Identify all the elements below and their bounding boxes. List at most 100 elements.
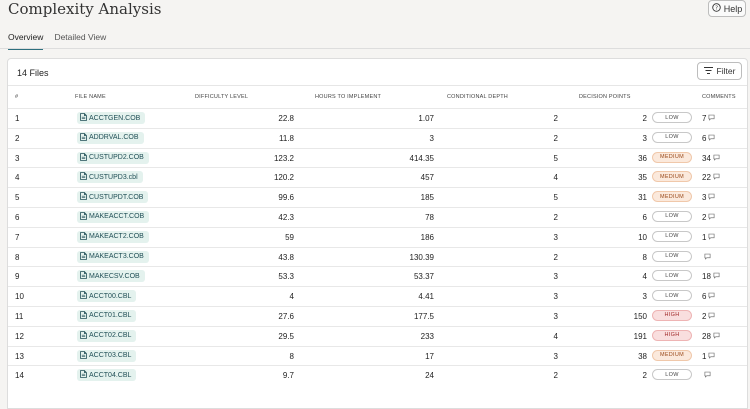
file-link[interactable]: ACCTGEN.COB: [77, 112, 146, 124]
difficulty-value: 43.8: [278, 252, 294, 262]
file-name: ACCT00.CBL: [89, 292, 132, 300]
file-icon: [80, 271, 87, 281]
hours-value: 4.41: [418, 292, 434, 302]
row-index: 1: [15, 114, 20, 123]
row-index: 7: [15, 232, 20, 242]
filter-button[interactable]: Filter: [697, 62, 742, 80]
depth-value: 3: [553, 272, 558, 282]
comments-cell[interactable]: 3: [702, 193, 715, 202]
hours-value: 3: [429, 133, 434, 143]
table-row[interactable]: 9 MAKECSV.COB 53.3 53.37 3 4 LOW 18: [8, 266, 747, 286]
hours-value: 177.5: [413, 311, 434, 321]
comments-cell[interactable]: [702, 371, 711, 380]
comment-bubble-icon: [708, 292, 715, 301]
row-index: 4: [15, 173, 20, 183]
file-link[interactable]: ADDRVAL.COB: [77, 131, 144, 144]
file-name: CUSTUPD3.cbl: [89, 173, 138, 181]
table-row[interactable]: 2 ADDRVAL.COB 11.8 3 2 3 LOW 6: [8, 127, 747, 148]
hours-value: 53.37: [413, 272, 434, 282]
comments-cell[interactable]: 22: [702, 173, 720, 182]
comment-bubble-icon: [713, 272, 720, 281]
comment-bubble-icon: [704, 253, 711, 262]
comments-cell[interactable]: 1: [702, 233, 715, 242]
col-index: #: [15, 94, 19, 100]
filter-lines-icon: [703, 66, 713, 76]
table-row[interactable]: 1 ACCTGEN.COB 22.8 1.07 2 2 LOW 7: [8, 108, 747, 128]
file-link[interactable]: MAKECSV.COB: [77, 270, 145, 283]
table-row[interactable]: 13 ACCT03.CBL 8 17 3 38 MEDIUM 1: [8, 345, 747, 366]
depth-value: 2: [553, 133, 558, 143]
comments-cell[interactable]: 2: [702, 213, 715, 222]
difficulty-value: 11.8: [279, 133, 294, 143]
file-link[interactable]: CUSTUPD3.cbl: [77, 171, 143, 184]
hours-value: 457: [420, 173, 434, 183]
row-index: 10: [15, 292, 24, 302]
file-icon: [80, 311, 87, 321]
comment-count: 1: [702, 232, 707, 242]
table-row[interactable]: 12 ACCT02.CBL 29.5 233 4 191 HIGH 28: [8, 325, 747, 346]
table-row[interactable]: 7 MAKEACT2.COB 59 186 3 10 LOW 1: [8, 226, 747, 247]
table-row[interactable]: 4 CUSTUPD3.cbl 120.2 457 4 35 MEDIUM 22: [8, 167, 747, 187]
comment-count: 6: [702, 133, 707, 143]
tab-divider: [0, 48, 750, 49]
file-link[interactable]: CUSTUPDT.COB: [77, 191, 149, 204]
comments-cell[interactable]: 18: [702, 272, 720, 281]
table-row[interactable]: 6 MAKEACCT.COB 42.3 78 2 6 LOW 2: [8, 206, 747, 227]
depth-value: 2: [553, 114, 558, 123]
difficulty-value: 99.6: [278, 193, 294, 203]
page-title: Complexity Analysis: [8, 0, 162, 18]
table-row[interactable]: 14 ACCT04.CBL 9.7 24 2 2 LOW: [8, 365, 747, 385]
table-row[interactable]: 5 CUSTUPDT.COB 99.6 185 5 31 MEDIUM 3: [8, 187, 747, 207]
file-icon: [80, 330, 87, 341]
help-button[interactable]: ? Help: [708, 0, 746, 17]
comments-cell[interactable]: [702, 253, 711, 262]
file-link[interactable]: ACCT03.CBL: [77, 349, 137, 362]
decision-points-value: 4: [642, 272, 647, 282]
tab-overview[interactable]: Overview: [8, 32, 44, 50]
file-name: MAKEACCT.COB: [89, 213, 145, 221]
file-link[interactable]: ACCT04.CBL: [77, 369, 137, 382]
comments-cell[interactable]: 6: [702, 134, 715, 143]
file-link[interactable]: MAKEACT3.COB: [77, 250, 149, 263]
comments-cell[interactable]: 2: [702, 312, 715, 321]
table-row[interactable]: 8 MAKEACT3.COB 43.8 130.39 2 8 LOW: [8, 246, 747, 267]
file-name: CUSTUPDT.COB: [89, 193, 144, 201]
comments-cell[interactable]: 7: [702, 114, 715, 123]
table-row[interactable]: 10 ACCT00.CBL 4 4.41 3 3 LOW 6: [8, 286, 747, 306]
difficulty-value: 4: [289, 292, 294, 302]
file-link[interactable]: ACCT02.CBL: [77, 329, 137, 342]
comment-bubble-icon: [708, 352, 715, 361]
file-link[interactable]: CUSTUPD2.COB: [77, 151, 149, 164]
file-link[interactable]: ACCT01.CBL: [77, 309, 137, 322]
row-index: 2: [15, 133, 20, 143]
decision-points-value: 6: [642, 212, 647, 222]
level-badge: LOW: [652, 369, 692, 381]
level-badge: MEDIUM: [652, 171, 692, 183]
decision-points-value: 31: [638, 193, 647, 203]
file-icon: [80, 152, 87, 163]
tab-detailed-view[interactable]: Detailed View: [54, 32, 107, 42]
level-badge: MEDIUM: [652, 349, 692, 361]
comment-bubble-icon: [708, 193, 715, 202]
file-link[interactable]: ACCT00.CBL: [77, 290, 137, 303]
file-link[interactable]: MAKEACCT.COB: [77, 210, 150, 223]
decision-points-value: 10: [638, 232, 647, 242]
file-icon: [80, 291, 87, 301]
comment-bubble-icon: [713, 332, 720, 341]
file-link[interactable]: MAKEACT2.COB: [77, 230, 149, 243]
row-index: 3: [15, 153, 20, 163]
comments-cell[interactable]: 1: [702, 352, 715, 361]
table-row[interactable]: 3 CUSTUPD2.COB 123.2 414.35 5 36 MEDIUM 34: [8, 147, 747, 168]
file-count: 14 Files: [17, 68, 49, 78]
comments-cell[interactable]: 28: [702, 332, 720, 341]
comments-cell[interactable]: 6: [702, 292, 715, 301]
comment-bubble-icon: [713, 173, 720, 182]
difficulty-value: 59: [285, 232, 294, 242]
difficulty-value: 27.6: [278, 311, 294, 321]
file-icon: [80, 172, 87, 182]
table-body: 1 ACCTGEN.COB 22.8 1.07 2 2 LOW 7 2 ADDRVAL.COB 11…: [8, 108, 747, 385]
comments-cell[interactable]: 34: [702, 154, 720, 163]
row-index: 9: [15, 272, 20, 282]
file-name: MAKEACT2.COB: [89, 233, 144, 241]
table-row[interactable]: 11 ACCT01.CBL 27.6 177.5 3 150 HIGH 2: [8, 305, 747, 326]
